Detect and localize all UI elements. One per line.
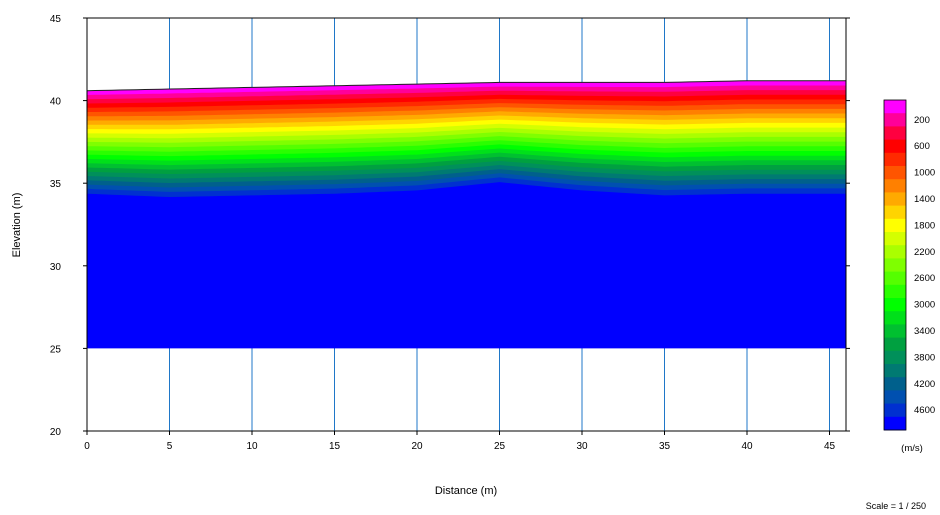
plot-frame [86,17,847,432]
colorbar-swatch-4 [884,152,906,167]
colorbar-label-2600: 2600 [914,273,935,284]
colorbar-swatch-6 [884,179,906,193]
colorbar-swatch-19 [884,350,906,365]
colorbar-swatch-1 [884,113,906,127]
colorbar-swatch-5 [884,166,906,180]
velocity-band-6 [87,107,846,122]
colorbar: 200 600 1000 1400 1800 2200 2600 3000 3400 3800 42… [883,99,935,431]
colorbar-label-200: 200 [914,115,930,126]
velocity-band-9 [87,119,846,135]
velocity-band-16 [87,148,846,166]
x-axis: 0 5 10 15 20 25 30 35 40 45 [84,431,835,452]
colorbar-swatch-3 [884,139,906,154]
colorbar-swatch-23 [884,403,906,418]
colorbar-swatch-20 [884,364,906,378]
x-tick-label-20: 20 [411,441,423,452]
velocity-band-21 [87,169,846,189]
colorbar-swatch-13 [884,271,906,286]
x-tick-label-40: 40 [741,441,753,452]
scale-note: Scale = 1 / 250 [866,501,926,511]
velocity-band-19 [87,160,846,180]
colorbar-swatch-0 [884,100,906,114]
colorbar-label-2200: 2200 [914,247,935,258]
x-tick-label-0: 0 [84,441,90,452]
colorbar-swatch-17 [884,324,906,338]
velocity-band-12 [87,132,846,148]
colorbar-label-1000: 1000 [914,168,935,179]
velocity-band-7 [87,111,846,126]
colorbar-label-3800: 3800 [914,352,935,363]
y-tick-label-40: 40 [50,97,62,108]
colorbar-label-4200: 4200 [914,379,935,390]
colorbar-swatch-16 [884,311,906,325]
colorbar-swatch-9 [884,218,906,233]
colorbar-swatch-10 [884,232,906,246]
velocity-model [86,80,846,349]
x-tick-label-30: 30 [576,441,588,452]
colorbar-swatch-8 [884,205,906,220]
velocity-band-23 [87,177,846,197]
velocity-band-10 [87,123,846,139]
colorbar-swatch-15 [884,298,906,312]
y-axis-title: Elevation (m) [11,193,23,258]
x-axis-title: Distance (m) [435,485,497,497]
x-tick-label-25: 25 [494,441,506,452]
colorbar-swatch-7 [884,192,906,206]
y-tick-label-45: 45 [50,14,62,25]
colorbar-swatch-24 [884,416,906,431]
x-tick-label-35: 35 [659,441,671,452]
colorbar-swatch-22 [884,390,906,404]
y-tick-label-20: 20 [50,427,62,438]
plot-border [86,17,847,432]
velocity-band-11 [87,127,846,144]
colorbar-swatch-2 [884,126,906,140]
x-tick-label-15: 15 [329,441,341,452]
x-tick-label-5: 5 [167,441,173,452]
velocity-band-22 [87,173,846,193]
colorbar-swatch-12 [884,258,906,272]
colorbar-label-4600: 4600 [914,405,935,416]
colorbar-swatch-18 [884,337,906,352]
y-tick-label-35: 35 [50,179,62,190]
surface-line [86,80,846,92]
velocity-band-18 [87,156,846,175]
colorbar-swatch-14 [884,284,906,299]
colorbar-swatch-11 [884,245,906,259]
y-axis: 20 25 30 35 40 45 [50,14,850,438]
colorbar-label-1800: 1800 [914,220,935,231]
y-tick-label-25: 25 [50,344,62,355]
colorbar-label-3000: 3000 [914,300,935,311]
colorbar-unit: (m/s) [901,443,923,454]
colorbar-border [883,99,907,431]
velocity-band-17 [87,152,846,171]
colorbar-label-600: 600 [914,141,930,152]
colorbar-label-3400: 3400 [914,326,935,337]
y-tick-label-30: 30 [50,262,62,273]
velocity-band-5 [87,103,846,117]
velocity-band-8 [87,115,846,130]
colorbar-swatch-21 [884,377,906,391]
colorbar-label-1400: 1400 [914,194,935,205]
x-tick-label-10: 10 [246,441,258,452]
x-tick-label-45: 45 [824,441,836,452]
velocity-band-4 [87,98,846,113]
velocity-band-20 [87,165,846,184]
